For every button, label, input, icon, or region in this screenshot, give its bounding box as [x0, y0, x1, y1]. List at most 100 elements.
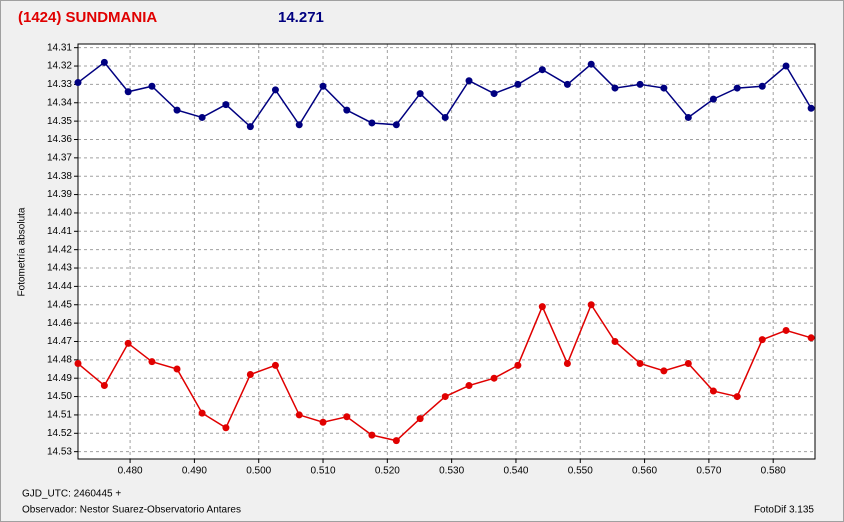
point: [100, 382, 108, 390]
point: [611, 84, 619, 92]
point: [148, 358, 156, 366]
point: [246, 371, 254, 379]
point: [660, 84, 668, 92]
point: [74, 360, 82, 368]
point: [441, 113, 449, 121]
point: [684, 113, 692, 121]
point: [319, 82, 327, 90]
point: [295, 121, 303, 129]
point: [758, 336, 766, 344]
point: [807, 334, 815, 342]
x-tick-label: 0.500: [246, 466, 271, 477]
y-tick-label: 14.40: [47, 208, 72, 219]
plot-area: [78, 44, 815, 459]
y-tick-label: 14.39: [47, 189, 72, 200]
point: [733, 393, 741, 401]
point: [709, 387, 717, 395]
point: [660, 367, 668, 375]
point: [807, 104, 815, 112]
y-tick-label: 14.45: [47, 299, 72, 310]
point: [295, 411, 303, 419]
y-tick-label: 14.36: [47, 134, 72, 145]
point: [416, 90, 424, 98]
point: [465, 382, 473, 390]
point: [587, 301, 595, 309]
y-tick-label: 14.32: [47, 61, 72, 72]
point: [538, 66, 546, 74]
y-tick-label: 14.41: [47, 226, 72, 237]
x-tick-label: 0.580: [761, 466, 786, 477]
point: [490, 90, 498, 98]
point: [198, 409, 206, 417]
point: [782, 62, 790, 70]
point: [514, 80, 522, 88]
point: [611, 337, 619, 345]
point: [222, 101, 230, 109]
y-tick-label: 14.48: [47, 354, 72, 365]
y-tick-label: 14.37: [47, 152, 72, 163]
y-tick-label: 14.43: [47, 263, 72, 274]
point: [563, 360, 571, 368]
point: [782, 326, 790, 334]
x-tick-label: 0.560: [632, 466, 657, 477]
point: [465, 77, 473, 85]
y-tick-label: 14.42: [47, 244, 72, 255]
point: [198, 113, 206, 121]
point: [441, 393, 449, 401]
y-tick-label: 14.38: [47, 171, 72, 182]
x-tick-label: 0.480: [118, 466, 143, 477]
point: [490, 374, 498, 382]
software: FotoDif 3.135: [754, 505, 814, 516]
point: [246, 123, 254, 131]
point: [538, 303, 546, 311]
point: [636, 360, 644, 368]
x-tick-label: 0.490: [182, 466, 207, 477]
y-tick-label: 14.46: [47, 318, 72, 329]
y-tick-label: 14.51: [47, 410, 72, 421]
x-axis-label: GJD_UTC: 2460445 +: [22, 489, 121, 500]
magnitude: 14.271: [278, 9, 324, 26]
point: [173, 106, 181, 114]
y-axis-label: Fotometría absoluta: [17, 207, 28, 296]
y-tick-label: 14.44: [47, 281, 72, 292]
point: [684, 360, 692, 368]
point: [173, 365, 181, 373]
point: [733, 84, 741, 92]
x-tick-label: 0.520: [375, 466, 400, 477]
point: [319, 418, 327, 426]
y-tick-label: 14.34: [47, 97, 72, 108]
point: [563, 80, 571, 88]
point: [100, 58, 108, 66]
point: [368, 431, 376, 439]
point: [416, 415, 424, 423]
y-tick-label: 14.31: [47, 42, 72, 53]
point: [587, 60, 595, 68]
point: [124, 339, 132, 347]
point: [343, 106, 351, 114]
x-tick-label: 0.510: [311, 466, 336, 477]
point: [392, 121, 400, 129]
point: [709, 95, 717, 103]
y-tick-label: 14.49: [47, 373, 72, 384]
point: [514, 361, 522, 369]
y-tick-label: 14.47: [47, 336, 72, 347]
point: [271, 361, 279, 369]
point: [222, 424, 230, 432]
point: [148, 82, 156, 90]
plot-frame: [77, 43, 816, 460]
point: [636, 80, 644, 88]
y-tick-label: 14.35: [47, 116, 72, 127]
point: [343, 413, 351, 421]
x-tick-label: 0.550: [568, 466, 593, 477]
x-tick-label: 0.540: [503, 466, 528, 477]
point: [368, 119, 376, 127]
y-tick-label: 14.33: [47, 79, 72, 90]
y-tick-label: 14.52: [47, 428, 72, 439]
point: [392, 437, 400, 445]
point: [74, 79, 82, 87]
point: [271, 86, 279, 94]
point: [124, 88, 132, 96]
observer: Observador: Nestor Suarez-Observatorio A…: [22, 505, 241, 516]
